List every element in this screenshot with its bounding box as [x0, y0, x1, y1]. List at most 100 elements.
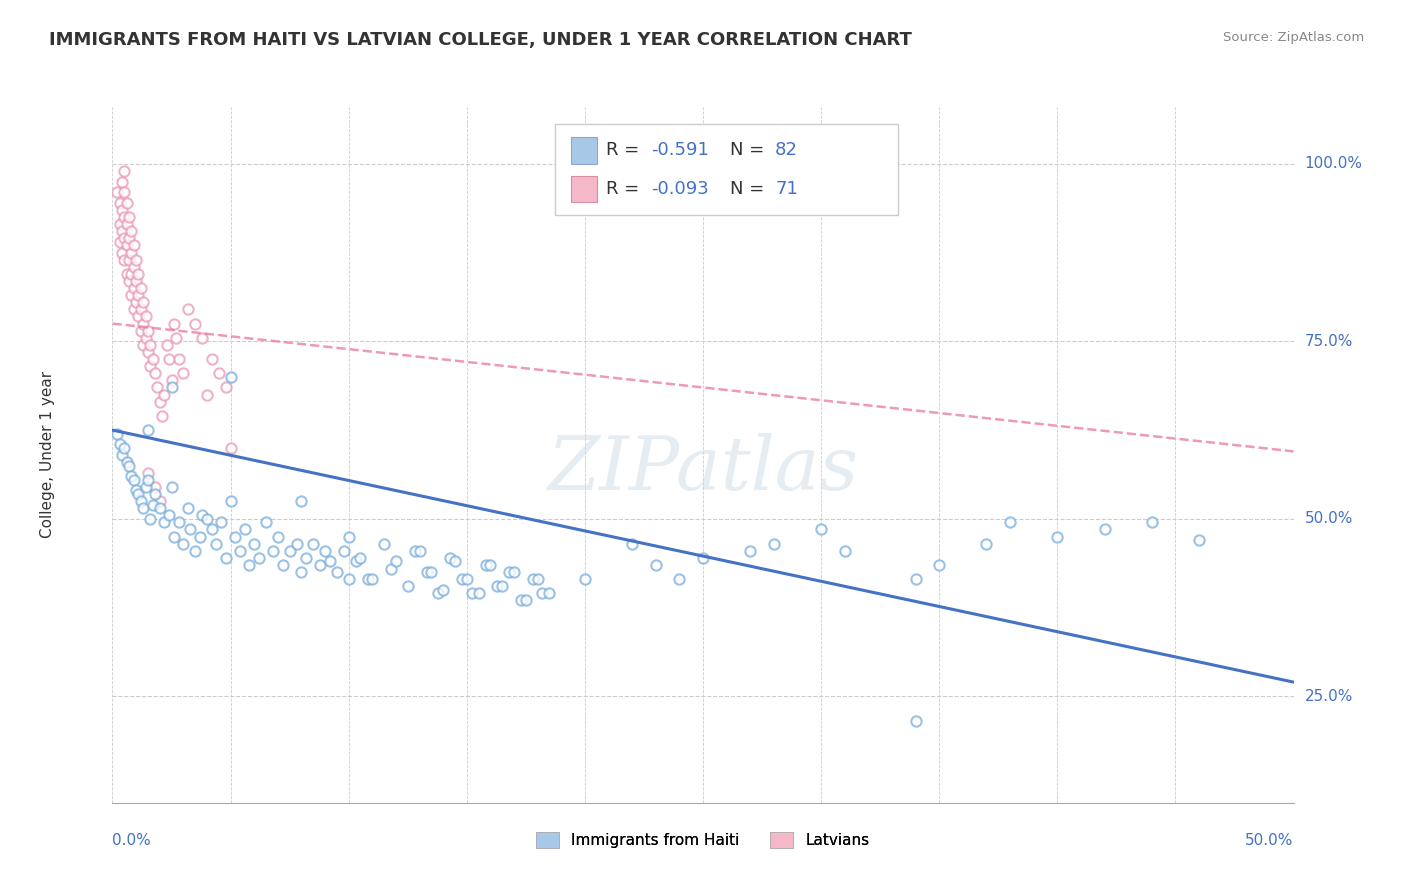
Point [111, 175, 134, 189]
Point [262, 543, 284, 558]
Text: -0.591: -0.591 [651, 142, 709, 160]
Point [498, 565, 520, 579]
Point [522, 572, 544, 586]
Point [120, 245, 142, 260]
Point [142, 498, 165, 512]
Point [195, 387, 218, 401]
Point [105, 426, 128, 441]
Point [112, 164, 135, 178]
Point [129, 494, 152, 508]
Point [191, 508, 214, 523]
Point [157, 352, 180, 367]
Text: -0.093: -0.093 [651, 180, 709, 198]
Point [302, 536, 325, 550]
Point [834, 543, 856, 558]
Point [111, 245, 134, 260]
Point [142, 352, 165, 367]
Point [491, 579, 513, 593]
Point [132, 501, 155, 516]
Point [143, 366, 166, 380]
Point [172, 366, 194, 380]
Point [135, 310, 157, 324]
Point [149, 394, 172, 409]
Point [456, 572, 478, 586]
Point [333, 543, 356, 558]
Point [1046, 530, 1069, 544]
Point [224, 530, 246, 544]
Point [373, 536, 395, 550]
Point [122, 302, 145, 317]
Point [295, 550, 318, 565]
Point [111, 224, 134, 238]
Text: IMMIGRANTS FROM HAITI VS LATVIAN COLLEGE, UNDER 1 YEAR CORRELATION CHART: IMMIGRANTS FROM HAITI VS LATVIAN COLLEGE… [49, 31, 912, 49]
Point [111, 448, 134, 462]
Point [574, 572, 596, 586]
Point [356, 572, 378, 586]
Point [531, 586, 554, 600]
Point [215, 380, 238, 394]
Point [108, 437, 131, 451]
Point [136, 324, 159, 338]
Text: ZIPatlas: ZIPatlas [547, 433, 859, 505]
Point [125, 252, 148, 267]
Point [444, 554, 467, 568]
Point [998, 516, 1021, 530]
Point [408, 543, 430, 558]
Point [163, 317, 186, 331]
Point [105, 186, 128, 200]
Point [479, 558, 502, 572]
Point [115, 267, 138, 281]
FancyBboxPatch shape [571, 176, 596, 202]
Point [129, 281, 152, 295]
Point [108, 217, 131, 231]
Point [143, 480, 166, 494]
Text: 71: 71 [775, 180, 799, 198]
Text: 100.0%: 100.0% [1305, 156, 1362, 171]
Point [1140, 516, 1163, 530]
Point [267, 530, 290, 544]
Point [184, 543, 207, 558]
Point [167, 516, 190, 530]
Text: N =: N = [730, 180, 770, 198]
Point [976, 536, 998, 550]
Point [136, 345, 159, 359]
Point [139, 338, 162, 352]
Point [209, 516, 232, 530]
Point [404, 543, 426, 558]
Point [120, 469, 142, 483]
Point [172, 536, 194, 550]
Point [1400, 540, 1406, 554]
Point [644, 558, 666, 572]
Point [115, 455, 138, 469]
Point [285, 536, 308, 550]
Point [115, 238, 138, 252]
Point [160, 380, 183, 394]
Point [136, 423, 159, 437]
Point [337, 572, 360, 586]
Point [271, 558, 294, 572]
Text: 75.0%: 75.0% [1305, 334, 1353, 349]
Point [132, 338, 155, 352]
Point [233, 523, 256, 537]
Point [153, 387, 176, 401]
Point [432, 582, 454, 597]
Legend: Immigrants from Haiti, Latvians: Immigrants from Haiti, Latvians [530, 826, 876, 855]
Point [108, 195, 131, 210]
Point [135, 480, 157, 494]
Point [208, 366, 231, 380]
Point [243, 536, 266, 550]
Text: 50.0%: 50.0% [1305, 511, 1353, 526]
Point [118, 252, 141, 267]
Point [319, 554, 342, 568]
Point [309, 558, 332, 572]
Point [118, 231, 141, 245]
Text: Source: ZipAtlas.com: Source: ZipAtlas.com [1223, 31, 1364, 45]
Point [451, 572, 474, 586]
Point [928, 558, 950, 572]
Point [904, 572, 927, 586]
Point [112, 441, 135, 455]
Point [515, 593, 537, 607]
Point [179, 523, 201, 537]
Point [122, 473, 145, 487]
Point [132, 295, 155, 310]
